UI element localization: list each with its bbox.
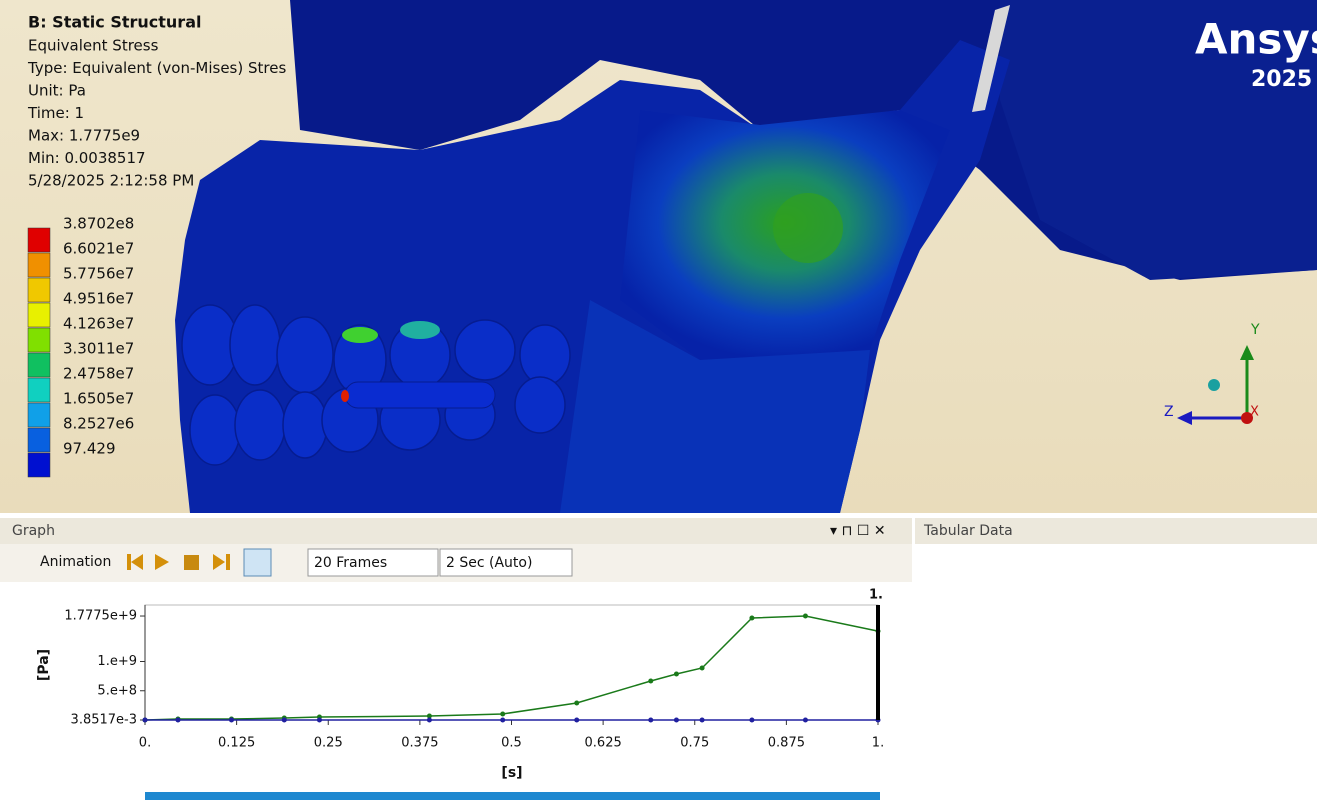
legend-swatch <box>27 352 51 378</box>
series-point <box>500 717 506 723</box>
legend-swatch <box>27 227 51 253</box>
panel-controls[interactable]: ▾ ⊓ ☐ ✕ <box>830 523 886 539</box>
logo-version: 2025 R <box>1251 67 1317 92</box>
legend-swatch <box>27 377 51 403</box>
legend-label: 2.4758e7 <box>63 365 134 383</box>
x-tick-label: 0.625 <box>585 736 622 751</box>
triad-y: Y <box>1250 322 1260 338</box>
legend-label: 4.1263e7 <box>63 315 134 333</box>
series-point <box>648 717 654 723</box>
frames-select[interactable] <box>307 548 439 577</box>
legend-label: 5.7756e7 <box>63 265 134 283</box>
logo: Ansys <box>1195 15 1317 64</box>
triad-z: Z <box>1164 404 1174 420</box>
legend-label: 8.2527e6 <box>63 415 134 433</box>
series-point <box>426 713 432 719</box>
x-axis-label: [s] <box>501 765 522 781</box>
legend-label: 3.3011e7 <box>63 340 134 358</box>
model <box>175 0 1317 513</box>
series-point <box>500 711 506 717</box>
legend-swatch <box>27 427 51 453</box>
legend-label: 6.6021e7 <box>63 240 134 258</box>
cursor-label: 1. <box>869 588 883 603</box>
series-point <box>316 717 322 723</box>
legend-swatch <box>27 252 51 278</box>
legend: 3.8702e8 6.6021e7 5.7756e7 4.9516e7 4.1263e7… <box>27 215 134 478</box>
info-line: Min: 0.0038517 <box>28 149 146 167</box>
series-point <box>699 665 705 671</box>
legend-label: 1.6505e7 <box>63 390 134 408</box>
legend-swatch <box>27 302 51 328</box>
info-line: Equivalent Stress <box>28 37 159 55</box>
y-tick-label: 1.e+9 <box>97 654 137 669</box>
series-point <box>749 615 755 621</box>
series-point <box>673 717 679 723</box>
series-point <box>574 700 580 706</box>
legend-label: 4.9516e7 <box>63 290 134 308</box>
series-point <box>648 678 654 684</box>
series-point <box>699 717 705 723</box>
x-tick-label: 0.125 <box>218 736 255 751</box>
info-line: Time: 1 <box>27 104 84 122</box>
legend-label: 97.429 <box>63 440 116 458</box>
result-title: B: Static Structural <box>28 13 201 32</box>
x-tick-label: 0.875 <box>768 736 805 751</box>
legend-swatch <box>27 452 51 478</box>
duration-select[interactable] <box>439 548 573 577</box>
x-tick-label: 1. <box>872 736 884 751</box>
graph-panel-title: Graph <box>12 523 55 539</box>
legend-swatch <box>27 327 51 353</box>
y-axis-label: [Pa] <box>36 649 52 681</box>
legend-swatch <box>27 402 51 428</box>
graph: 3.8517e-3 5.e+8 1.e+9 1.7775e+9 0. 0.125 0.25 0… <box>64 588 884 751</box>
animation-label: Animation <box>40 554 111 570</box>
info-line: Max: 1.7775e9 <box>28 127 140 145</box>
series-point <box>228 717 234 723</box>
series-line <box>144 615 879 721</box>
y-tick-label: 1.7775e+9 <box>64 609 137 624</box>
table-panel <box>915 518 1317 800</box>
x-tick-label: 0.375 <box>401 736 438 751</box>
duration-value: 2 Sec (Auto) <box>446 555 532 571</box>
legend-swatch <box>27 277 51 303</box>
info-line: Unit: Pa <box>28 82 86 100</box>
frames-value: 20 Frames <box>314 555 387 571</box>
x-tick-label: 0.25 <box>314 736 343 751</box>
triad: Y Z X <box>1164 322 1260 425</box>
series-point <box>673 671 679 677</box>
series-point <box>802 717 808 723</box>
series-point <box>142 717 148 723</box>
table-panel-title: Tabular Data <box>923 523 1013 539</box>
y-tick-label: 3.8517e-3 <box>71 713 137 728</box>
series-point <box>175 717 181 723</box>
series-point <box>802 613 808 619</box>
play-controls[interactable] <box>127 548 272 577</box>
series-point <box>281 717 287 723</box>
series-point <box>574 717 580 723</box>
legend-label: 3.8702e8 <box>63 215 134 233</box>
plot-area <box>144 604 879 721</box>
series-point <box>749 717 755 723</box>
x-tick-label: 0.75 <box>680 736 709 751</box>
series-point <box>426 717 432 723</box>
y-tick-label: 5.e+8 <box>97 683 137 698</box>
x-tick-label: 0.5 <box>501 736 522 751</box>
x-tick-label: 0. <box>139 736 151 751</box>
result-info: Equivalent Stress Type: Equivalent (von-M… <box>27 37 286 190</box>
triad-x: X <box>1250 405 1259 420</box>
info-line: 5/28/2025 2:12:58 PM <box>28 172 194 190</box>
info-line: Type: Equivalent (von-Mises) Stres <box>27 59 286 77</box>
